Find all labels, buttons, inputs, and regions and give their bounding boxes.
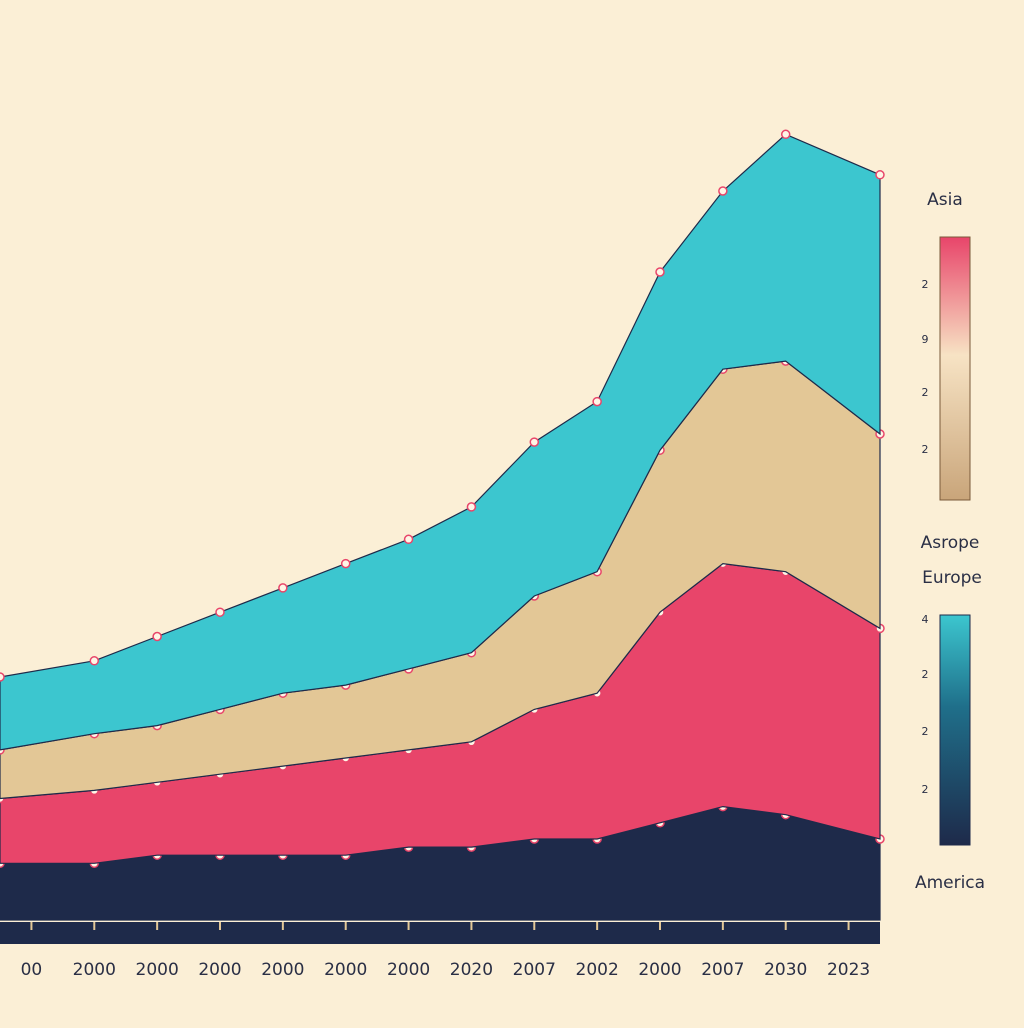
point <box>592 396 602 407</box>
point <box>0 672 5 682</box>
x-tick-label: 2000 <box>261 960 304 980</box>
point <box>152 631 162 642</box>
x-tick-label: 00 <box>21 960 43 980</box>
legend-scale-label: 2 <box>922 386 929 399</box>
point <box>89 656 100 666</box>
legend-label: America <box>915 873 985 893</box>
legend-scale-label: 2 <box>922 725 929 738</box>
legend-scale-box <box>939 614 971 846</box>
legend-label: Asia <box>927 190 963 210</box>
x-tick-label: 2000 <box>198 960 241 980</box>
x-tick-label: 2007 <box>701 960 744 980</box>
area <box>0 133 881 751</box>
x-tick-label: 2007 <box>513 960 556 980</box>
legend-scale-label: 2 <box>922 278 929 291</box>
plot-area <box>0 129 885 921</box>
x-tick-label: 2000 <box>73 960 116 980</box>
legend-scale-label: 4 <box>922 613 929 626</box>
x-tick-label: 2000 <box>387 960 430 980</box>
x-tick-label: 2020 <box>450 960 493 980</box>
x-tick-label: 2030 <box>764 960 807 980</box>
legend-scale-label: 2 <box>922 668 929 681</box>
point <box>403 534 414 545</box>
point <box>278 583 288 593</box>
x-tick-label: 2002 <box>576 960 619 980</box>
legend-label: Europe <box>922 568 982 588</box>
legend-scale-label: 9 <box>922 333 929 346</box>
legend-scale-label: 2 <box>922 443 929 456</box>
point <box>466 502 477 512</box>
point <box>780 129 791 140</box>
x-tick-label: 2000 <box>136 960 179 980</box>
point <box>655 267 665 277</box>
point <box>718 186 728 196</box>
legend-label: Asrope <box>921 533 980 553</box>
point <box>529 437 540 447</box>
x-tick-label: 2000 <box>324 960 367 980</box>
x-axis-bar <box>0 922 880 944</box>
x-tick-label: 2000 <box>638 960 681 980</box>
legend-scale-box <box>939 236 971 501</box>
x-tick-label: 2023 <box>827 960 870 980</box>
point <box>340 558 351 569</box>
point <box>875 170 885 180</box>
legend-scale-label: 2 <box>922 783 929 796</box>
point <box>215 607 225 617</box>
